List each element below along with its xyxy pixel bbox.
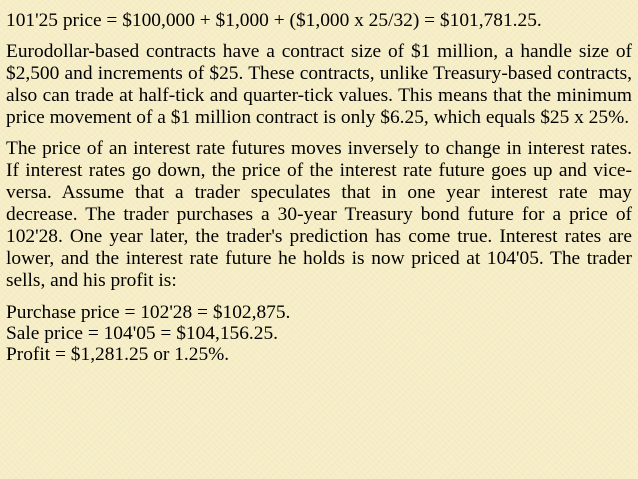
paragraph-inverse-pricing: The price of an interest rate futures mo… (6, 138, 632, 291)
formula-line: 101'25 price = $100,000 + $1,000 + ($1,0… (6, 10, 542, 31)
sale-price-line: Sale price = 104'05 = $104,156.25. (6, 323, 279, 344)
paragraph-eurodollar: Eurodollar-based contracts have a contra… (6, 41, 632, 128)
profit-calculation: Purchase price = 102'28 = $102,875. Sale… (6, 302, 632, 365)
slide-content: 101'25 price = $100,000 + $1,000 + ($1,0… (6, 10, 632, 365)
profit-line: Profit = $1,281.25 or 1.25%. (6, 344, 230, 365)
purchase-price-line: Purchase price = 102'28 = $102,875. (6, 302, 291, 323)
